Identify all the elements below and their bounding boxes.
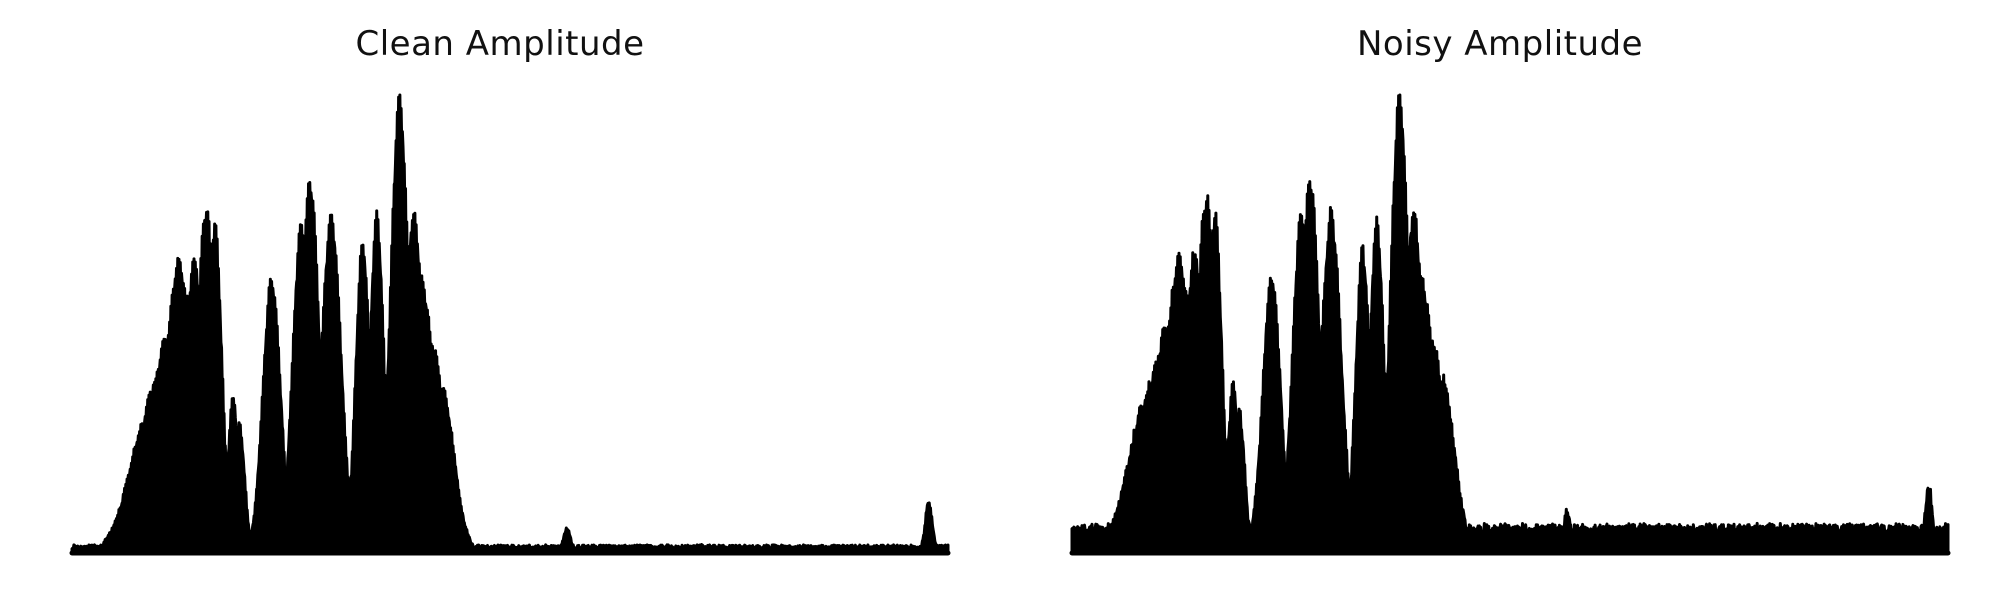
amplitude-series (1070, 93, 1950, 555)
amplitude-plot-clean (69, 93, 951, 556)
amplitude-series (70, 93, 950, 555)
chart-panel-clean: Clean Amplitude (69, 24, 951, 556)
chart-title: Noisy Amplitude (1356, 24, 1644, 64)
amplitude-plot-noisy (1069, 93, 1951, 556)
chart-title: Clean Amplitude (355, 24, 645, 64)
chart-panel-noisy: Noisy Amplitude (1000, 0, 2000, 600)
